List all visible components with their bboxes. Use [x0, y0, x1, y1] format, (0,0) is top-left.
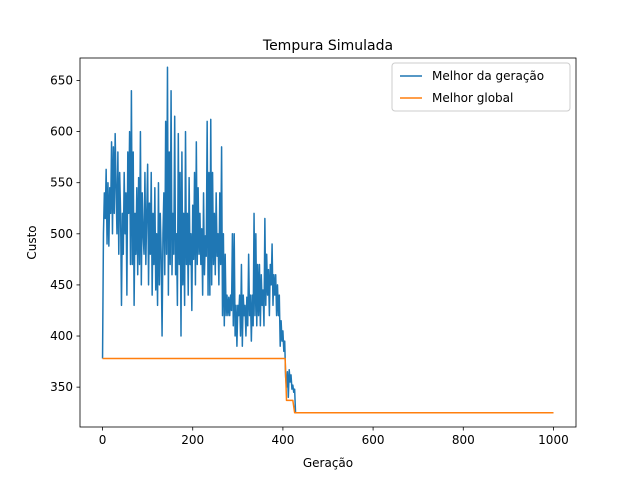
y-tick-label: 450 [50, 278, 73, 292]
chart-title: Tempura Simulada [262, 38, 393, 54]
legend-label: Melhor global [432, 91, 513, 105]
x-axis: 0 200 400 600 800 1000 [99, 427, 569, 447]
x-tick-label: 800 [452, 433, 475, 447]
y-tick-label: 600 [50, 125, 73, 139]
plot-frame [79, 57, 577, 428]
series-lines [101, 66, 554, 414]
y-tick-label: 500 [50, 227, 73, 241]
x-tick-label: 1000 [538, 433, 569, 447]
x-tick-label: 400 [271, 433, 294, 447]
legend-box [391, 62, 571, 112]
series-line-melhor-global [102, 357, 554, 414]
y-tick-label: 650 [50, 73, 73, 87]
legend-item: Melhor global [400, 91, 513, 105]
x-tick-label: 0 [99, 433, 107, 447]
y-tick-label: 350 [50, 380, 73, 394]
plot-area [79, 57, 577, 428]
legend-item: Melhor da geração [400, 69, 544, 83]
y-axis-label: Custo [25, 225, 39, 259]
x-tick-label: 600 [362, 433, 385, 447]
y-axis: 350 400 450 500 550 600 650 [50, 73, 80, 394]
y-tick-label: 550 [50, 176, 73, 190]
legend-label: Melhor da geração [432, 69, 544, 83]
legend: Melhor da geração Melhor global [391, 62, 571, 112]
series-line-melhor-da-geracao [101, 66, 554, 414]
x-tick-label: 200 [181, 433, 204, 447]
y-tick-label: 400 [50, 329, 73, 343]
x-axis-label: Geração [303, 456, 353, 470]
